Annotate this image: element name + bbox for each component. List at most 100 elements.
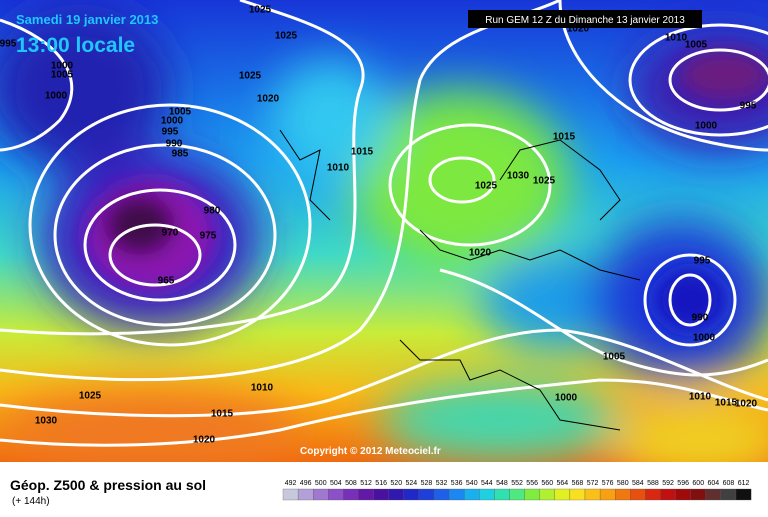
isobar-label: 1000 xyxy=(555,393,578,404)
colorbar-label: 552 xyxy=(511,480,523,487)
colorbar-cell xyxy=(403,488,420,501)
isobar-label: 1015 xyxy=(553,132,576,143)
isobar-label: 995 xyxy=(694,256,711,267)
colorbar-label: 608 xyxy=(723,480,735,487)
isobar-label: 1020 xyxy=(735,399,758,410)
colorbar-cell xyxy=(735,488,752,501)
run-info: Run GEM 12 Z du Dimanche 13 janvier 2013 xyxy=(485,15,685,26)
isobar-label: 1010 xyxy=(251,383,274,394)
colorbar-label: 532 xyxy=(436,480,448,487)
colorbar-cell xyxy=(343,488,359,501)
colorbar-label: 536 xyxy=(451,480,463,487)
colorbar-cell xyxy=(464,488,480,501)
isobar-label: 1005 xyxy=(685,40,708,51)
isobar-label: 985 xyxy=(172,149,189,160)
colorbar-label: 600 xyxy=(692,480,704,487)
isobars xyxy=(0,0,768,445)
isobar-label: 1000 xyxy=(45,91,68,102)
isobar-label: 1015 xyxy=(351,147,374,158)
colorbar-cell xyxy=(630,488,646,501)
run-box xyxy=(468,10,702,28)
lead-time: (+ 144h) xyxy=(12,496,50,507)
colorbar-cell xyxy=(479,488,495,501)
isobar-label: 970 xyxy=(162,228,179,239)
isobar-label: 1020 xyxy=(469,248,492,259)
colorbar-cell xyxy=(569,488,586,501)
isobar-label: 995 xyxy=(162,127,179,138)
colorbar-cell xyxy=(358,488,374,501)
isobar-label: 1020 xyxy=(567,24,590,35)
colorbar-label: 508 xyxy=(345,480,357,487)
isobar-label: 995 xyxy=(740,101,757,112)
colorbar-label: 528 xyxy=(421,480,433,487)
copyright: Copyright © 2012 Meteociel.fr xyxy=(300,446,441,457)
colorbar-cell xyxy=(524,488,540,501)
colorbar-label: 512 xyxy=(360,480,372,487)
colorbar-cell xyxy=(690,488,706,501)
isobar-label: 1005 xyxy=(603,352,626,363)
isobar-label: 990 xyxy=(166,139,183,150)
colorbar-label: 568 xyxy=(572,480,584,487)
colorbar-cell xyxy=(554,488,571,501)
isobar-label: 975 xyxy=(200,231,217,242)
colorbar-label: 584 xyxy=(632,480,644,487)
colorbar-label: 580 xyxy=(617,480,629,487)
colorbar-cell xyxy=(615,488,631,501)
colorbar-label: 496 xyxy=(300,480,312,487)
colorbar-cell xyxy=(328,488,344,501)
isobar-label: 980 xyxy=(204,206,221,217)
colorbar-cell xyxy=(509,488,525,501)
isobar-label: 965 xyxy=(158,276,175,287)
colorbar-label: 572 xyxy=(587,480,599,487)
colorbar-cell xyxy=(388,488,404,501)
colorbar-cell xyxy=(660,488,676,501)
isobar-label: 995 xyxy=(0,39,17,50)
isobar-label: 1025 xyxy=(239,71,262,82)
colorbar-label: 564 xyxy=(557,480,569,487)
isobar-label: 1025 xyxy=(275,31,298,42)
isobar-label: 1005 xyxy=(169,107,192,118)
colorbar-cell xyxy=(675,488,691,501)
isobar-label: 990 xyxy=(692,313,709,324)
colorbar-cell xyxy=(448,488,465,501)
colorbar-cell xyxy=(373,488,389,501)
isobar-labels: 1025995100010051000102510251020100510009… xyxy=(0,5,758,446)
colorbar-cell xyxy=(494,488,510,501)
isobar-label: 1015 xyxy=(211,409,234,420)
colorbar-label: 576 xyxy=(602,480,614,487)
colorbar-label: 540 xyxy=(466,480,478,487)
colorbar-cell xyxy=(433,488,450,501)
colorbar-label: 492 xyxy=(285,480,297,487)
colorbar-label: 592 xyxy=(662,480,674,487)
isobar-label: 1025 xyxy=(475,181,498,192)
isobar-label: 1010 xyxy=(689,392,712,403)
isobar-label: 1030 xyxy=(35,416,58,427)
colorbar-label: 560 xyxy=(541,480,553,487)
colorbar-label: 588 xyxy=(647,480,659,487)
isobar-label: 1010 xyxy=(665,33,688,44)
colorbar-label: 504 xyxy=(330,480,342,487)
time: 13:00 locale xyxy=(16,34,135,57)
colorbar-label: 500 xyxy=(315,480,327,487)
colorbar-label: 556 xyxy=(526,480,538,487)
colorbar-label: 612 xyxy=(738,480,750,487)
colorbar-label: 596 xyxy=(677,480,689,487)
isobar-label: 1025 xyxy=(249,5,272,16)
date: Samedi 19 janvier 2013 xyxy=(16,12,158,27)
isobar-label: 1000 xyxy=(693,333,716,344)
isobar-label: 1010 xyxy=(327,163,350,174)
colorbar-label: 516 xyxy=(375,480,387,487)
isobar-label: 1020 xyxy=(257,94,280,105)
colorbar-label: 604 xyxy=(708,480,720,487)
colorbar-cell xyxy=(599,488,616,501)
isobar-label: 1000 xyxy=(161,116,184,127)
isobar-label: 1025 xyxy=(533,176,556,187)
colorbar-cell xyxy=(705,488,722,501)
isobar-label: 1000 xyxy=(51,61,74,72)
isobar-label: 1030 xyxy=(507,171,530,182)
map-field: 1025995100010051000102510251020100510009… xyxy=(0,0,768,462)
colorbar-cell xyxy=(313,488,329,501)
footer-title: Géop. Z500 & pression au sol xyxy=(10,477,206,493)
colorbar-label: 548 xyxy=(496,480,508,487)
colorbar-cell xyxy=(720,488,737,501)
